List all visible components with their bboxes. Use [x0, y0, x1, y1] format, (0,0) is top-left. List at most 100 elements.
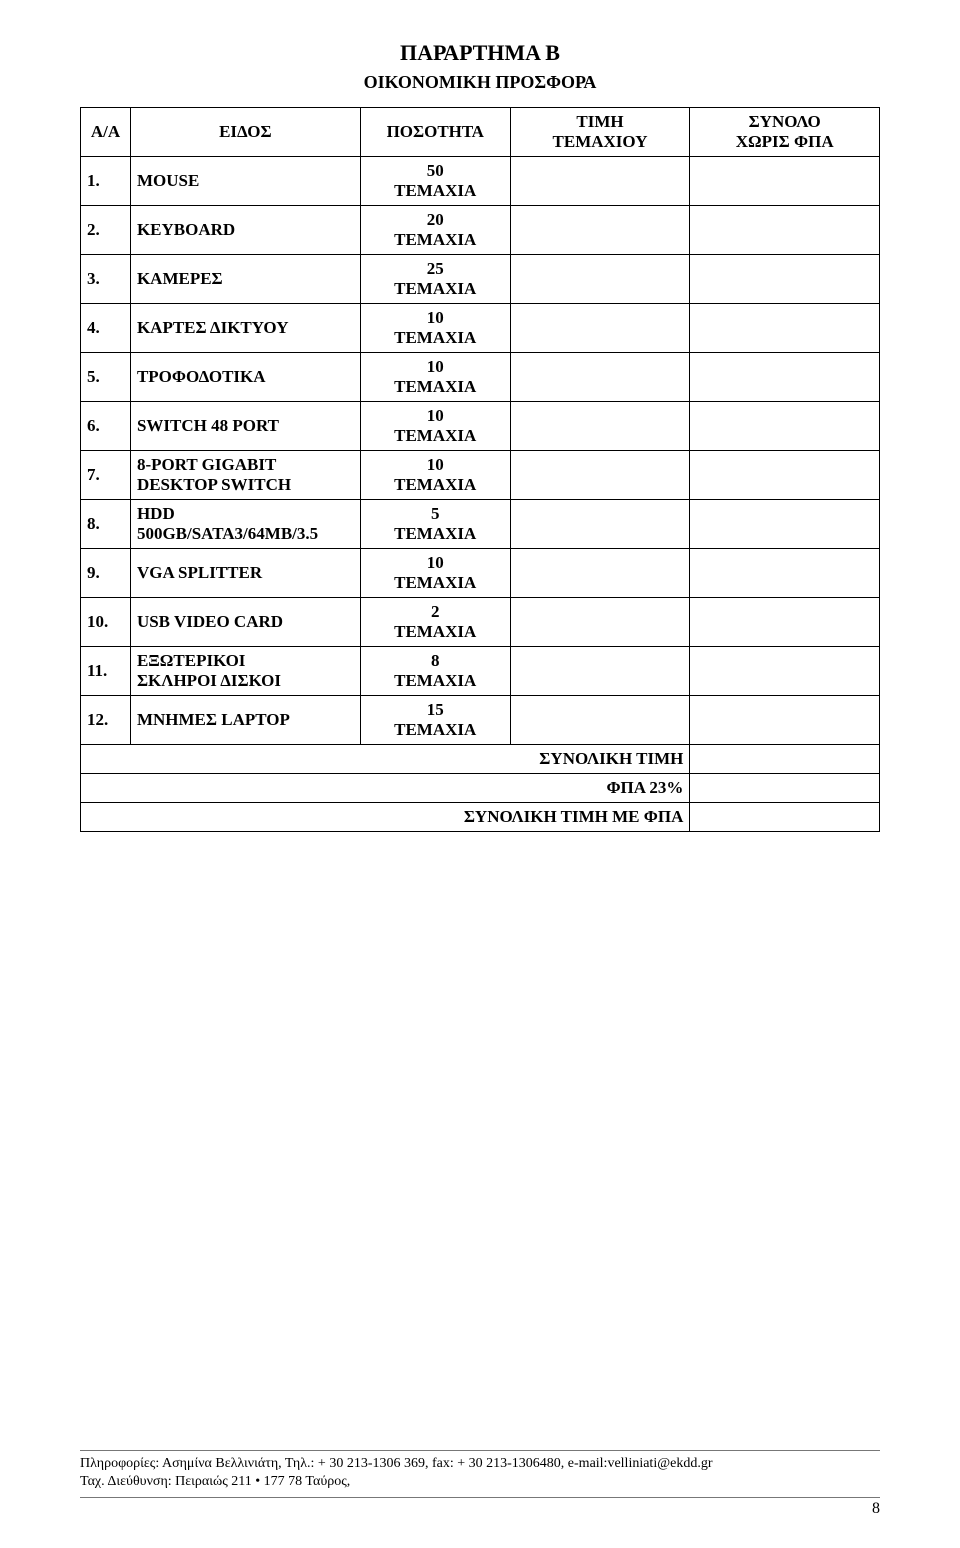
cell-eidos: ΤΡΟΦΟΔΟΤΙΚΑ [130, 353, 360, 402]
cell-eidos: 8-PORT GIGABIT DESKTOP SWITCH [130, 451, 360, 500]
qty-unit: TEMAXIA [394, 622, 476, 641]
cell-qty: 2 TEMAXIA [360, 598, 510, 647]
cell-total [690, 598, 880, 647]
cell-aa: 7. [81, 451, 131, 500]
cell-total [690, 451, 880, 500]
table-header-row: Α/Α ΕΙΔΟΣ ΠΟΣΟΤΗΤΑ ΤΙΜΗ ΤΕΜΑΧΙΟΥ ΣΥΝΟΛΟ … [81, 108, 880, 157]
header-timi-l1: ΤΙΜΗ [576, 112, 623, 131]
qty-num: 10 [427, 406, 444, 425]
cell-aa: 11. [81, 647, 131, 696]
qty-unit: TEMAXIA [394, 671, 476, 690]
cell-qty: 10 TEMAXIA [360, 451, 510, 500]
eidos-l2: 500GB/SATA3/64MB/3.5 [137, 524, 318, 543]
cell-total [690, 157, 880, 206]
cell-total [690, 500, 880, 549]
cell-total [690, 206, 880, 255]
header-synolo-l1: ΣΥΝΟΛΟ [749, 112, 821, 131]
qty-num: 2 [431, 602, 440, 621]
cell-total [690, 304, 880, 353]
title-main: ΠΑΡΑΡΤΗΜΑ Β [80, 40, 880, 66]
header-eidos: ΕΙΔΟΣ [130, 108, 360, 157]
qty-unit: TEMAXIA [394, 328, 476, 347]
summary-row-total-vat: ΣΥΝΟΛΙΚΗ ΤΙΜΗ ΜΕ ΦΠΑ [81, 803, 880, 832]
summary-row-total: ΣΥΝΟΛΙΚΗ ΤΙΜΗ [81, 745, 880, 774]
table-row: 11. ΕΞΩΤΕΡΙΚΟΙ ΣΚΛΗΡΟΙ ΔΙΣΚΟΙ 8 TEMAXIA [81, 647, 880, 696]
qty-unit: TEMAXIA [394, 720, 476, 739]
table-row: 12. ΜΝΗΜΕΣ LAPTOP 15 TEMAXIA [81, 696, 880, 745]
cell-aa: 12. [81, 696, 131, 745]
cell-unit-price [510, 402, 690, 451]
qty-unit: TEMAXIA [394, 426, 476, 445]
footer-bottom-rule [80, 1497, 880, 1498]
table-row: 8. HDD 500GB/SATA3/64MB/3.5 5 TEMAXIA [81, 500, 880, 549]
main-table: Α/Α ΕΙΔΟΣ ΠΟΣΟΤΗΤΑ ΤΙΜΗ ΤΕΜΑΧΙΟΥ ΣΥΝΟΛΟ … [80, 107, 880, 832]
qty-num: 15 [427, 700, 444, 719]
table-row: 9. VGA SPLITTER 10 TEMAXIA [81, 549, 880, 598]
summary-vat-value [690, 774, 880, 803]
cell-unit-price [510, 696, 690, 745]
summary-total-vat-label: ΣΥΝΟΛΙΚΗ ΤΙΜΗ ΜΕ ΦΠΑ [81, 803, 690, 832]
cell-qty: 20 TEMAXIA [360, 206, 510, 255]
cell-eidos: HDD 500GB/SATA3/64MB/3.5 [130, 500, 360, 549]
table-row: 2. KEYBOARD 20 TEMAXIA [81, 206, 880, 255]
footer-line-2: Ταχ. Διεύθυνση: Πειραιώς 211 • 177 78 Τα… [80, 1473, 880, 1491]
page: ΠΑΡΑΡΤΗΜΑ Β ΟΙΚΟΝΟΜΙΚΗ ΠΡΟΣΦΟΡΑ Α/Α ΕΙΔΟ… [0, 0, 960, 1548]
qty-num: 10 [427, 553, 444, 572]
cell-eidos: ΕΞΩΤΕΡΙΚΟΙ ΣΚΛΗΡΟΙ ΔΙΣΚΟΙ [130, 647, 360, 696]
qty-num: 5 [431, 504, 440, 523]
cell-qty: 5 TEMAXIA [360, 500, 510, 549]
cell-eidos: ΚΑΜΕΡΕΣ [130, 255, 360, 304]
table-row: 4. ΚΑΡΤΕΣ ΔΙΚΤΥΟΥ 10 TEMAXIA [81, 304, 880, 353]
table-row: 10. USB VIDEO CARD 2 TEMAXIA [81, 598, 880, 647]
table-row: 7. 8-PORT GIGABIT DESKTOP SWITCH 10 TEMA… [81, 451, 880, 500]
cell-eidos: MOUSE [130, 157, 360, 206]
qty-num: 10 [427, 455, 444, 474]
cell-qty: 10 TEMAXIA [360, 402, 510, 451]
cell-qty: 15 TEMAXIA [360, 696, 510, 745]
qty-unit: TEMAXIA [394, 377, 476, 396]
eidos-l1: 8-PORT GIGABIT [137, 455, 276, 474]
qty-num: 10 [427, 357, 444, 376]
eidos-l1: ΕΞΩΤΕΡΙΚΟΙ [137, 651, 245, 670]
cell-unit-price [510, 549, 690, 598]
cell-unit-price [510, 353, 690, 402]
cell-total [690, 255, 880, 304]
cell-total [690, 353, 880, 402]
cell-qty: 50 TEMAXIA [360, 157, 510, 206]
cell-unit-price [510, 255, 690, 304]
cell-eidos: SWITCH 48 PORT [130, 402, 360, 451]
cell-total [690, 647, 880, 696]
cell-qty: 10 TEMAXIA [360, 549, 510, 598]
cell-unit-price [510, 304, 690, 353]
qty-num: 8 [431, 651, 440, 670]
cell-qty: 8 TEMAXIA [360, 647, 510, 696]
cell-total [690, 402, 880, 451]
table-body: 1. MOUSE 50 TEMAXIA 2. KEYBOARD 20 TEMAX… [81, 157, 880, 832]
cell-unit-price [510, 647, 690, 696]
qty-num: 50 [427, 161, 444, 180]
cell-aa: 1. [81, 157, 131, 206]
cell-unit-price [510, 157, 690, 206]
eidos-l1: HDD [137, 504, 175, 523]
qty-unit: TEMAXIA [394, 181, 476, 200]
footer-top-rule [80, 1450, 880, 1451]
qty-num: 25 [427, 259, 444, 278]
cell-unit-price [510, 206, 690, 255]
qty-unit: TEMAXIA [394, 475, 476, 494]
cell-eidos: ΚΑΡΤΕΣ ΔΙΚΤΥΟΥ [130, 304, 360, 353]
cell-qty: 10 TEMAXIA [360, 304, 510, 353]
header-synolo: ΣΥΝΟΛΟ ΧΩΡΙΣ ΦΠΑ [690, 108, 880, 157]
cell-unit-price [510, 598, 690, 647]
qty-num: 20 [427, 210, 444, 229]
table-row: 6. SWITCH 48 PORT 10 TEMAXIA [81, 402, 880, 451]
page-number: 8 [80, 1500, 880, 1518]
eidos-l2: ΣΚΛΗΡΟΙ ΔΙΣΚΟΙ [137, 671, 281, 690]
cell-eidos: USB VIDEO CARD [130, 598, 360, 647]
cell-aa: 10. [81, 598, 131, 647]
qty-num: 10 [427, 308, 444, 327]
summary-total-vat-value [690, 803, 880, 832]
header-synolo-l2: ΧΩΡΙΣ ΦΠΑ [736, 132, 834, 151]
cell-aa: 8. [81, 500, 131, 549]
cell-aa: 3. [81, 255, 131, 304]
qty-unit: TEMAXIA [394, 573, 476, 592]
